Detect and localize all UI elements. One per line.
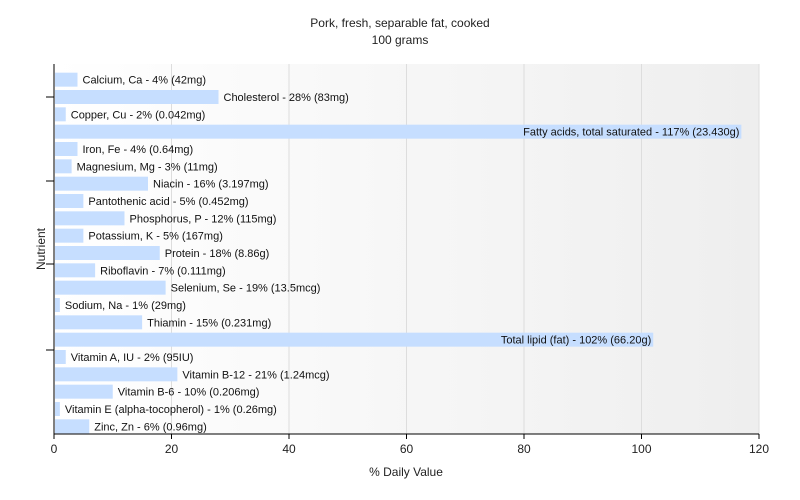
bars: Calcium, Ca - 4% (42mg) Cholesterol - 28%… (55, 72, 742, 434)
x-tick-label: 80 (517, 442, 531, 456)
bar-label: Total lipid (fat) - 102% (66.20g) (501, 335, 651, 347)
bar-label: Phosphorus, P - 12% (115mg) (130, 213, 277, 225)
bar (55, 176, 148, 191)
bar-label: Copper, Cu - 2% (0.042mg) (71, 109, 206, 121)
bar-label: Potassium, K - 5% (167mg) (88, 231, 223, 243)
bar (55, 107, 66, 122)
bar-label: Fatty acids, total saturated - 117% (23.… (523, 127, 739, 139)
bar-label: Sodium, Na - 1% (29mg) (65, 300, 186, 312)
bar (55, 228, 84, 243)
bar-label: Iron, Fe - 4% (0.64mg) (83, 144, 194, 156)
bar (55, 367, 178, 382)
bar-label: Vitamin E (alpha-tocopherol) - 1% (0.26m… (65, 404, 277, 416)
y-ticks (46, 96, 54, 351)
bar-label: Zinc, Zn - 6% (0.96mg) (94, 421, 206, 433)
bar (55, 315, 143, 330)
x-tick-label: 20 (165, 442, 179, 456)
x-ticks: 0 20 40 60 80 100 120 (51, 434, 769, 456)
bar (55, 211, 125, 226)
bar-label: Riboflavin - 7% (0.111mg) (100, 265, 226, 277)
bar-label: Calcium, Ca - 4% (42mg) (83, 75, 206, 87)
bar (55, 298, 60, 312)
bar (55, 194, 84, 208)
bar (55, 332, 654, 347)
chart-subtitle: 100 grams (372, 33, 429, 47)
bar-label: Cholesterol - 28% (83mg) (224, 92, 349, 104)
bar-label: Niacin - 16% (3.197mg) (153, 179, 269, 191)
bar (55, 159, 72, 174)
bar (55, 350, 66, 364)
y-axis-label: Nutrient (34, 227, 48, 270)
chart-title: Pork, fresh, separable fat, cooked (310, 16, 489, 30)
bar-label: Pantothenic acid - 5% (0.452mg) (88, 196, 248, 208)
bar (55, 246, 160, 260)
bar (55, 72, 78, 87)
x-tick-label: 60 (400, 442, 414, 456)
x-tick-label: 100 (631, 442, 651, 456)
x-tick-label: 0 (51, 442, 58, 456)
bar-label: Protein - 18% (8.86g) (165, 248, 270, 260)
bar-label: Thiamin - 15% (0.231mg) (147, 317, 271, 329)
x-tick-label: 40 (282, 442, 296, 456)
bar (55, 402, 60, 416)
bar (55, 142, 78, 156)
bar (55, 90, 219, 104)
bar (55, 124, 742, 139)
bar (55, 384, 113, 399)
bar (55, 419, 90, 434)
x-axis-label: % Daily Value (369, 465, 443, 479)
bar-label: Vitamin A, IU - 2% (95IU) (71, 352, 194, 364)
bar (55, 280, 166, 295)
bar-label: Magnesium, Mg - 3% (11mg) (77, 161, 218, 173)
bar-label: Vitamin B-12 - 21% (1.24mcg) (182, 369, 329, 381)
bar-label: Vitamin B-6 - 10% (0.206mg) (118, 387, 260, 399)
bar-label: Selenium, Se - 19% (13.5mcg) (171, 283, 321, 295)
bar (55, 263, 96, 278)
x-tick-label: 120 (749, 442, 769, 456)
